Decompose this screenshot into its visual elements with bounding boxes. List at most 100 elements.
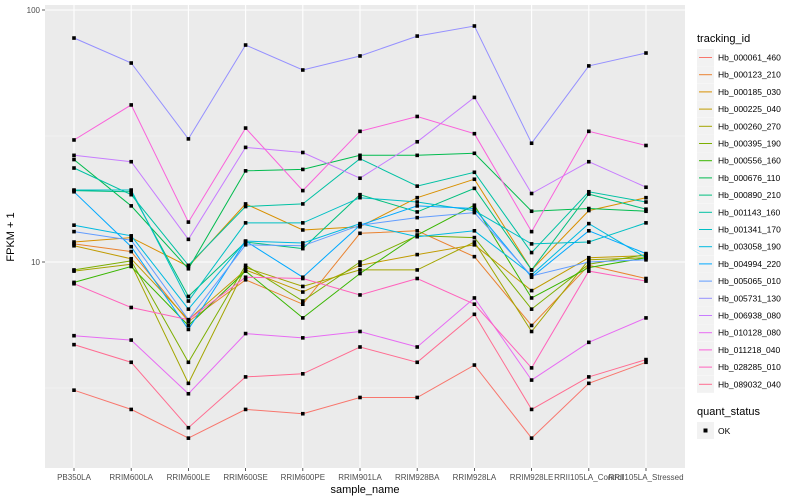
data-point (644, 200, 648, 204)
x-tick-label: RRII105LA_Stressed (608, 473, 683, 482)
data-point (129, 238, 133, 243)
data-point (472, 302, 477, 307)
data-point (72, 166, 76, 170)
data-point (587, 265, 591, 270)
data-point (358, 195, 362, 200)
data-point (587, 159, 591, 164)
x-tick-label: RRII105LA_Control (554, 473, 624, 482)
y-axis-title: FPKM + 1 (5, 212, 17, 261)
x-tick-label: RRIM928BA (395, 473, 440, 482)
data-point (186, 220, 191, 224)
data-point (587, 192, 591, 196)
y-tick-label: 100 (27, 6, 41, 15)
legend-label: Hb_001143_160 (718, 207, 781, 217)
plot-panel (45, 5, 685, 468)
legend-label: Hb_000395_190 (718, 139, 781, 149)
legend-label: Hb_010128_080 (718, 328, 781, 338)
data-point (186, 299, 191, 303)
data-point (472, 177, 477, 182)
data-point (301, 246, 305, 251)
data-point (472, 240, 477, 244)
data-point (186, 307, 191, 311)
data-point (358, 329, 362, 334)
data-point (186, 381, 191, 386)
data-point (301, 284, 305, 289)
data-point (243, 145, 248, 150)
legend-label: Hb_005065_010 (718, 276, 781, 286)
legend-label: Hb_006938_080 (718, 311, 781, 321)
data-point (243, 275, 248, 280)
data-point (358, 268, 362, 272)
data-point (472, 243, 477, 247)
x-tick-label: RRIM928LA (453, 473, 497, 482)
data-point (529, 366, 534, 370)
data-point (415, 114, 419, 119)
data-point (186, 317, 191, 322)
data-point (358, 153, 362, 158)
data-point (587, 258, 591, 262)
data-point (529, 250, 534, 255)
data-point (415, 345, 419, 349)
data-point (529, 274, 534, 278)
data-point (644, 185, 648, 190)
data-point (301, 299, 305, 303)
color-legend-title: tracking_id (697, 33, 750, 45)
data-point (243, 204, 248, 209)
data-point (587, 381, 591, 386)
data-point (529, 242, 534, 246)
data-point (587, 221, 591, 226)
data-point (243, 243, 248, 247)
data-point (415, 276, 419, 281)
data-point (129, 103, 133, 107)
data-point (129, 264, 133, 269)
legend-label: Hb_000676_110 (718, 173, 781, 183)
data-point (186, 319, 191, 324)
data-point (415, 234, 419, 239)
data-point (358, 260, 362, 264)
data-point (301, 411, 305, 416)
x-tick-label: RRIM600SE (223, 473, 267, 482)
data-point (243, 263, 248, 268)
data-point (472, 95, 477, 100)
data-point (129, 234, 133, 238)
data-point (587, 208, 591, 213)
data-point (358, 129, 362, 134)
data-point (72, 281, 76, 286)
data-point (243, 407, 248, 412)
data-point (472, 186, 477, 191)
data-point (529, 307, 534, 311)
color-legend-items: Hb_000061_460 Hb_000123_210 Hb_000185_030 H… (697, 49, 781, 393)
data-point (587, 255, 591, 260)
x-axis-title: sample_name (330, 484, 399, 496)
data-point (644, 209, 648, 214)
data-point (472, 24, 477, 28)
data-point (587, 64, 591, 68)
data-point (472, 151, 477, 156)
data-point (415, 34, 419, 38)
data-point (301, 372, 305, 376)
data-point (301, 241, 305, 245)
data-point (186, 391, 191, 396)
data-point (472, 210, 477, 215)
data-point (472, 170, 477, 175)
data-point (472, 312, 477, 317)
data-point (529, 407, 534, 412)
data-point (644, 51, 648, 55)
data-point (472, 206, 477, 211)
data-point (587, 375, 591, 379)
data-point (129, 407, 133, 412)
data-point (587, 269, 591, 273)
data-point (186, 360, 191, 365)
y-axis: 10 100 (27, 6, 45, 267)
data-point (72, 223, 76, 227)
data-point (529, 378, 534, 382)
data-point (644, 143, 648, 148)
shape-legend-title: quant_status (697, 406, 760, 418)
legend-label: Hb_000890_210 (718, 190, 781, 200)
data-point (72, 268, 76, 272)
data-point (587, 206, 591, 211)
data-point (415, 153, 419, 158)
x-axis: PB350LA RRIM600LA RRIM600LE RRIM600SE RRIM60… (57, 468, 684, 482)
data-point (72, 36, 76, 40)
